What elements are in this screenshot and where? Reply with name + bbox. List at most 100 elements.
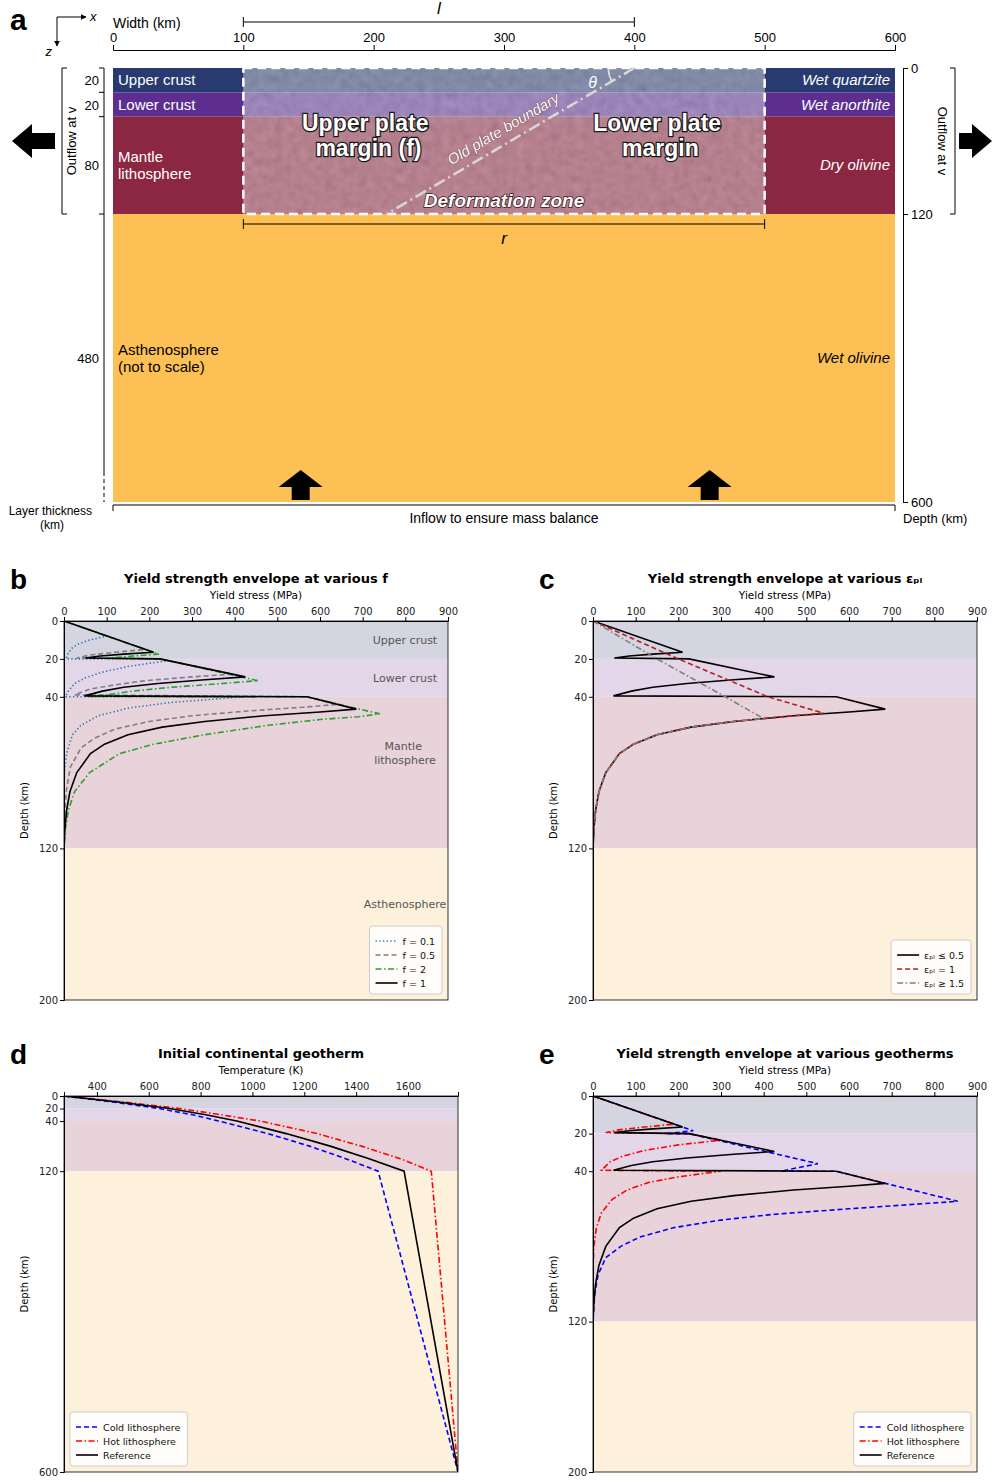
deformation-zone-texture [243,68,764,214]
tick: 0 [590,1081,596,1096]
tick-mark [252,1092,253,1096]
tick: 40 [45,1116,64,1127]
tick: 800 [925,606,944,621]
legend-box [370,926,442,994]
tick-mark [589,1134,593,1135]
tick: 900 [439,606,458,621]
tick-mark [764,617,765,621]
tick-label: 0 [581,1091,587,1102]
plot-frame [593,621,977,1000]
tick-label: 600 [840,1081,859,1092]
tick-label: 300 [712,1081,731,1092]
tick-label: 100 [627,606,646,617]
tick: 600 [903,495,933,510]
layer [113,214,895,502]
layer-band [593,1171,977,1321]
tick: 20 [574,654,593,665]
tick: 900 [968,606,987,621]
layer-name: Lower crust [373,672,438,685]
axis-line [594,617,978,622]
figure: axzWidth (km)010020030040050060020Upper … [0,0,995,1483]
legend: εₚₗ ≤ 0.5εₚₗ = 1εₚₗ ≥ 1.5 [891,940,971,994]
tick: 200 [140,606,159,621]
tick: 500 [797,1081,816,1096]
tick-mark [60,621,64,622]
x-axis-title: Yield stress (MPa) [738,589,831,601]
tick-mark [903,68,908,69]
layer-band [64,1171,458,1472]
tick-label: 200 [39,995,58,1006]
tick: 600 [311,606,330,621]
tick-label: 0 [52,616,58,627]
tick-mark [60,848,64,849]
tick-mark [589,659,593,660]
axis-line [594,1092,978,1097]
legend-label: εₚₗ ≤ 0.5 [924,950,964,961]
legend-label: f = 0.1 [403,936,435,947]
panel-c: 010020030040050060070080090002040120200Y… [539,564,987,1006]
tick-mark [634,45,635,50]
tick-mark [977,617,978,621]
tick-label: 0 [911,61,918,76]
y-axis: 02040120200 [39,616,65,1006]
text-line: Lower crust [118,96,196,113]
tick-mark [849,617,850,621]
layer-band [593,659,977,697]
series-line [593,1096,885,1472]
panel-a: axzWidth (km)010020030040050060020Upper … [9,0,992,532]
thickness-label: 20 [85,98,99,113]
plot-frame [64,1096,458,1472]
tick-label: 800 [925,1081,944,1092]
tick-mark [201,1092,202,1096]
legend-swatch [76,1454,98,1456]
tick: 20 [45,1103,64,1114]
tick: 120 [903,207,933,222]
tick-label: 400 [88,1081,107,1092]
tick-mark [892,1092,893,1096]
tick-mark [678,617,679,621]
x-axis: 0100200300400500600700800900 [61,606,458,622]
axis-title: Width (km) [113,15,181,31]
legend-label: Hot lithosphere [103,1436,176,1447]
tick-mark [806,617,807,621]
rheology-label: Wet olivine [817,349,890,366]
layer-band [64,697,448,849]
axis-line [65,617,449,622]
axis-line [60,1097,65,1473]
x-axis: 0100200300400500600700800900 [590,1081,987,1097]
outflow-label: Outflow at v [935,107,950,176]
tick: 300 [183,606,202,621]
tick: 200 [568,1467,593,1478]
tick-label: 0 [581,616,587,627]
tick: 0 [61,606,67,621]
angle-arc [608,68,612,81]
panel-letter: c [539,564,555,595]
tick-mark [589,848,593,849]
panel-letter: b [10,564,27,595]
tick-mark [593,1092,594,1096]
tick: 600 [39,1467,64,1478]
layer-band [64,848,448,1000]
tick-label: 40 [574,692,587,703]
axis-arrow [57,17,86,18]
tick-label: 200 [669,1081,688,1092]
x-axis: 4006008001000120014001600 [65,1081,459,1097]
legend-swatch [376,954,398,956]
legend-box [891,940,971,994]
tick-mark [320,617,321,621]
layer-name: Asthenosphere [364,898,447,911]
series-line [64,621,356,1000]
dimension-end [243,219,244,229]
legend-box [854,1412,971,1466]
tick: 700 [883,606,902,621]
tick-label: 1400 [344,1081,369,1092]
legend-box [70,1412,187,1466]
tick-mark [721,1092,722,1096]
tick: 400 [755,606,774,621]
boundary-label: Old plate boundary [444,88,563,168]
panel-letter: a [10,3,27,36]
layer-name: Lower crust [118,96,196,113]
rheology-label: Dry olivine [820,156,890,173]
tick-label: 1000 [240,1081,265,1092]
outflow-arrow [959,124,992,158]
